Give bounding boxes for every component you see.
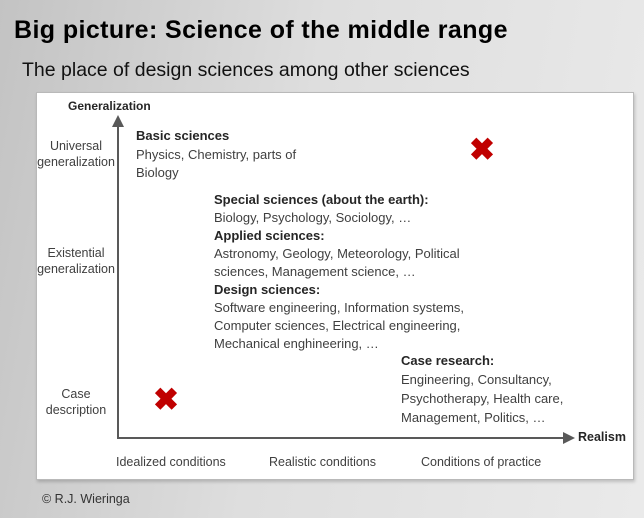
annotation-heading: Basic sciences xyxy=(136,128,230,143)
slide-title: Big picture: Science of the middle range xyxy=(14,16,508,44)
y-axis-title: Generalization xyxy=(68,99,151,113)
annotation-line: Physics, Chemistry, parts of xyxy=(136,146,297,162)
y-axis-arrowhead-icon xyxy=(112,115,124,127)
annotation-line: Psychotherapy, Health care, xyxy=(401,391,564,406)
x-axis-line xyxy=(117,437,563,439)
annotation-heading: Special sciences (about the earth): xyxy=(214,192,429,207)
x-tick-conditions-of-practice: Conditions of practice xyxy=(421,455,542,469)
diagram-canvas: Generalization Realism Universal general… xyxy=(36,92,634,480)
annotation-basic-sciences: Basic sciences Physics, Chemistry, parts… xyxy=(136,127,296,183)
y-axis-line xyxy=(117,126,119,438)
annotation-line: Computer sciences, Electrical engineerin… xyxy=(214,318,461,333)
x-tick-realistic-conditions: Realistic conditions xyxy=(269,455,376,469)
annotation-line: Biology xyxy=(136,165,179,180)
annotation-line: sciences, Management science, … xyxy=(214,264,416,279)
x-axis-title: Realism xyxy=(578,430,626,444)
annotation-middle-sciences: Special sciences (about the earth): Biol… xyxy=(214,191,464,353)
y-tick-line1: Case xyxy=(61,387,91,401)
y-tick-existential-generalization: Existential generalization xyxy=(37,245,115,277)
annotation-line: Biology, Psychology, Sociology, … xyxy=(214,210,412,225)
y-tick-line1: Universal xyxy=(49,139,103,153)
y-tick-case-description: Case description xyxy=(37,386,115,418)
annotation-line: Mechanical enghineering, … xyxy=(214,336,379,351)
y-tick-line2: generalization xyxy=(37,155,115,169)
annotation-line: Software engineering, Information system… xyxy=(214,300,465,315)
annotation-heading: Design sciences: xyxy=(214,282,321,297)
red-cross-icon: ✖ xyxy=(469,132,495,167)
annotation-case-research: Case research: Engineering, Consultancy,… xyxy=(401,351,563,427)
y-tick-universal-generalization: Universal generalization xyxy=(37,138,115,170)
annotation-heading: Applied sciences: xyxy=(214,228,325,243)
y-tick-line2: generalization xyxy=(37,262,115,276)
annotation-heading: Case research: xyxy=(401,353,495,368)
slide-subtitle: The place of design sciences among other… xyxy=(22,59,470,81)
y-tick-line2: description xyxy=(45,403,107,417)
x-axis-arrowhead-icon xyxy=(563,432,575,444)
x-tick-idealized-conditions: Idealized conditions xyxy=(116,455,226,469)
annotation-line: Management, Politics, … xyxy=(401,410,546,425)
y-tick-line1: Existential xyxy=(47,246,105,260)
copyright-footer: © R.J. Wieringa xyxy=(42,492,130,506)
annotation-line: Engineering, Consultancy, xyxy=(401,372,552,387)
red-cross-icon: ✖ xyxy=(153,382,179,417)
annotation-line: Astronomy, Geology, Meteorology, Politic… xyxy=(214,246,460,261)
